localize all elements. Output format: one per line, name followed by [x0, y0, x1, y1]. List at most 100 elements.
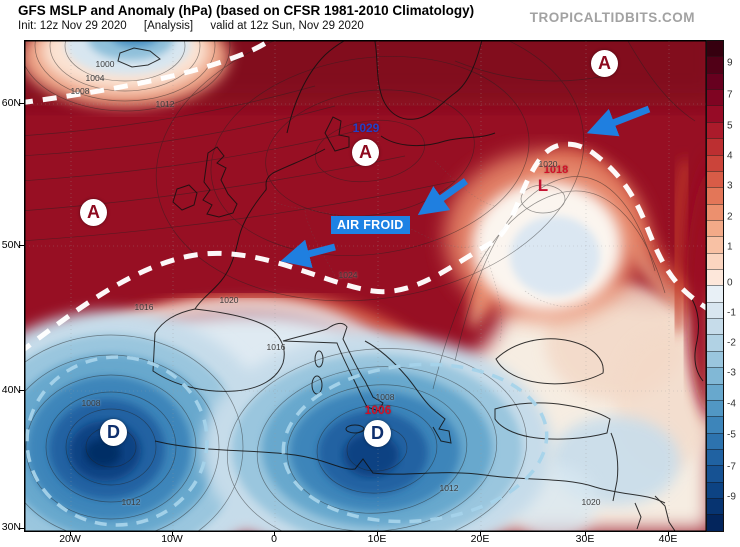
- colorbar-cell: [707, 56, 723, 73]
- low-letter: D: [107, 422, 120, 442]
- high-marker-scandinavia: A: [352, 139, 379, 166]
- low-highlight-ellipses: [25, 355, 549, 527]
- colorbar-tick-label: -4: [727, 398, 736, 410]
- colorbar-cell: [707, 203, 723, 220]
- colorbar-cell: [707, 187, 723, 204]
- lat-label-30n: 30N: [1, 521, 21, 533]
- colorbar-cell: [707, 219, 723, 237]
- contour-label: 1016: [134, 302, 154, 312]
- colorbar-cell: [707, 252, 723, 270]
- colorbar-tick-label: 7: [727, 89, 733, 101]
- colorbar-cell: [707, 383, 723, 400]
- colorbar-cell: [707, 121, 723, 139]
- colorbar-tick-label: -3: [727, 367, 736, 379]
- lon-label-0: 0: [271, 533, 277, 545]
- lat-label-60n: 60N: [1, 97, 21, 109]
- high-letter: A: [359, 142, 372, 162]
- low-marker-easteurope: L: [537, 176, 549, 195]
- colorbar-tick-label: -7: [727, 461, 736, 473]
- country-borders: [270, 160, 591, 342]
- lon-tick: [377, 531, 378, 536]
- colorbar-tick-label: 9: [727, 57, 733, 69]
- colorbar-cell: [707, 285, 723, 302]
- contour-label: 1008: [81, 398, 101, 408]
- isobar-contours: [25, 41, 696, 531]
- colorbar-tick-label: 3: [727, 180, 733, 192]
- contour-label: 1020: [219, 295, 239, 305]
- colorbar-cell: [707, 367, 723, 384]
- colorbar-tick-label: 0: [727, 277, 733, 289]
- lon-label-10w: 10W: [161, 533, 183, 545]
- colorbar-cell: [707, 170, 723, 188]
- colorbar-ticks: 9 7 5 4 3 2 1 0 -1 -2 -3 -4 -5 -7 -9: [727, 40, 740, 530]
- high-marker-atlantic: A: [80, 199, 107, 226]
- pressure-value-1018: 1018: [543, 164, 569, 176]
- colorbar-cell: [707, 465, 723, 482]
- contour-label: 1024: [338, 270, 358, 280]
- lat-label-40n: 40N: [1, 384, 21, 396]
- colorbar-tick-label: -1: [727, 307, 736, 319]
- site-watermark: TROPICALTIDBITS.COM: [529, 10, 695, 25]
- colorbar-cell: [707, 432, 723, 449]
- lat-tick: [19, 103, 24, 104]
- high-marker-northeast: A: [591, 50, 618, 77]
- contour-label: 1012: [439, 483, 459, 493]
- colorbar-cell: [707, 318, 723, 335]
- lat-tick: [19, 390, 24, 391]
- air-froid-annotation: AIR FROID: [331, 216, 410, 234]
- map-graphics: [25, 41, 706, 531]
- lon-label-30e: 30E: [575, 533, 595, 545]
- lon-label-10e: 10E: [367, 533, 387, 545]
- lon-tick: [274, 531, 275, 536]
- colorbar-cell: [707, 334, 723, 351]
- arrow-west: [280, 239, 336, 269]
- lat-tick: [19, 245, 24, 246]
- colorbar-cell: [707, 448, 723, 466]
- colorbar-tick-label: 4: [727, 150, 733, 162]
- colorbar-cell: [707, 236, 723, 253]
- airmass-boundary-dashed-lines: [25, 41, 706, 352]
- arrow-northeast: [586, 105, 651, 137]
- colorbar-cell: [707, 105, 723, 122]
- valid-time: valid at 12z Sun, Nov 29 2020: [210, 20, 364, 32]
- pressure-value-1029: 1029: [352, 121, 380, 135]
- colorbar-tick-label: -2: [727, 337, 736, 349]
- colorbar-cell: [707, 154, 723, 171]
- lat-label-50n: 50N: [1, 239, 21, 251]
- colorbar-cell: [707, 41, 723, 57]
- chart-subtitle: Init: 12z Nov 29 2020 [Analysis] valid a…: [18, 20, 378, 32]
- contour-label: 1000: [95, 59, 115, 69]
- init-time: Init: 12z Nov 29 2020: [18, 20, 127, 32]
- colorbar-cell: [707, 350, 723, 368]
- colorbar-tick-label: -9: [727, 491, 736, 503]
- lon-label-20w: 20W: [59, 533, 81, 545]
- colorbar-cell: [707, 301, 723, 319]
- colorbar-tick-label: 1: [727, 241, 733, 253]
- contour-label: 1004: [85, 73, 105, 83]
- coastlines: [117, 41, 704, 531]
- low-letter: D: [371, 423, 384, 443]
- high-letter: A: [87, 202, 100, 222]
- lat-tick: [19, 528, 24, 529]
- colorbar-cell: [707, 514, 723, 531]
- contour-label: 1012: [121, 497, 141, 507]
- arrow-center: [417, 178, 469, 216]
- lon-tick: [585, 531, 586, 536]
- contour-label: 1016: [266, 342, 286, 352]
- contour-label: 1012: [155, 99, 175, 109]
- colorbar-cell: [707, 72, 723, 90]
- colorbar: [706, 40, 724, 532]
- analysis-mode: [Analysis]: [143, 20, 194, 32]
- contour-label: 1020: [538, 159, 558, 169]
- latlon-grid: [25, 41, 706, 531]
- lon-label-40e: 40E: [658, 533, 678, 545]
- colorbar-tick-label: -5: [727, 429, 736, 441]
- mslp-anomaly-map: A 1029 A A D 1006 D 1018 L AIR FROID 100…: [24, 40, 707, 532]
- colorbar-cell: [707, 399, 723, 417]
- contour-label: 1008: [70, 86, 90, 96]
- lon-tick: [172, 531, 173, 536]
- colorbar-cell: [707, 89, 723, 106]
- colorbar-tick-label: 5: [727, 120, 733, 132]
- chart-title: GFS MSLP and Anomaly (hPa) (based on CFS…: [18, 3, 475, 18]
